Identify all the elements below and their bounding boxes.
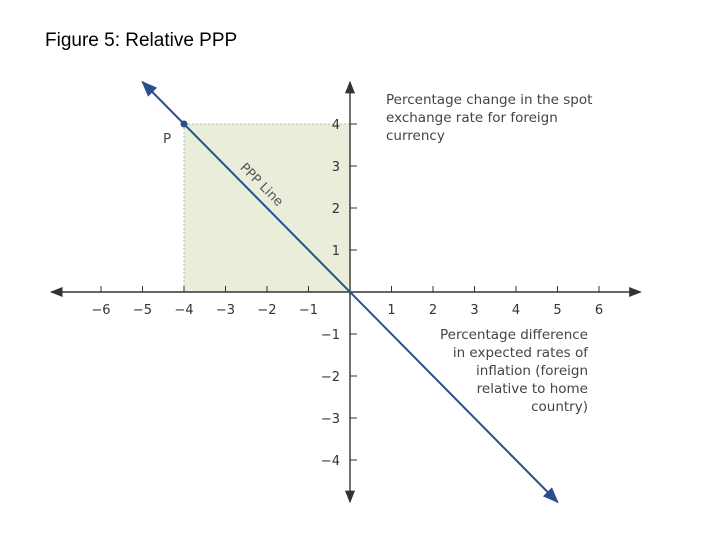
ppp-line [141,80,559,504]
y-tick-label: −4 [321,454,340,469]
point-p-marker [180,120,188,128]
x-tick-label: −1 [299,303,318,318]
x-tick-label: −4 [174,303,193,318]
y-tick-label: −1 [321,328,340,343]
x-tick-label: 1 [387,303,395,318]
x-tick-label: 4 [512,303,520,318]
y-tick-label: 1 [332,244,340,259]
x-tick-label: 6 [595,303,603,318]
x-tick-label: −6 [91,303,110,318]
x-tick-label: 3 [470,303,478,318]
y-tick-label: 3 [332,160,340,175]
y-tick-label: 4 [332,118,340,133]
slide-title: Figure 5: Relative PPP [45,30,238,51]
x-tick-label: −2 [257,303,276,318]
y-tick-label: 2 [332,202,340,217]
point-p-label: P [163,131,171,147]
y-tick-label: −2 [321,370,340,385]
x-axis-label: Percentage difference in expected rates o… [440,327,589,415]
x-tick-label: 5 [553,303,561,318]
y-tick-label: −3 [321,412,340,427]
x-tick-label: −3 [216,303,235,318]
x-tick-label: −5 [133,303,152,318]
x-tick-label: 2 [429,303,437,318]
y-axis-label: Percentage change in the spot exchange ra… [386,92,592,144]
